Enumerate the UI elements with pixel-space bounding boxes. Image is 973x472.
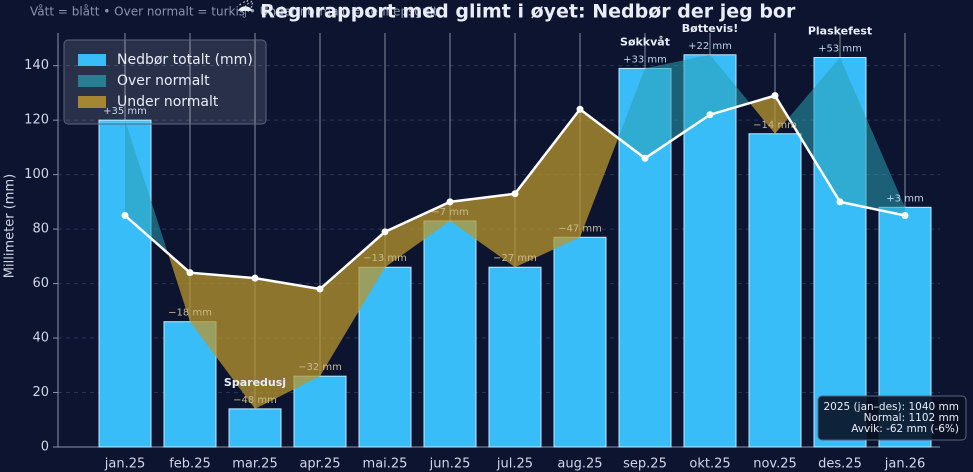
deviation-area [840,57,905,216]
x-tick-label: mai.25 [363,457,408,472]
y-tick-label: 80 [32,222,49,237]
deviation-area [450,193,515,268]
bar [228,408,282,448]
x-tick-label: jul.25 [496,457,533,472]
bar [293,375,347,448]
subtitle: Vått = blått • Over normalt = turkis • U… [30,5,438,19]
legend-label: Under normalt [117,94,219,110]
x-tick-label: des.25 [818,457,862,472]
deviation-area [710,54,750,115]
data-label: +35 mm [103,106,147,117]
data-label: −32 mm [298,362,342,373]
legend-swatch [78,96,106,108]
data-label: −48 mm [233,395,277,406]
normal-point [251,274,259,282]
deviation-area [618,68,645,159]
x-tick-label: aug.25 [557,457,602,472]
y-tick-label: 40 [32,331,49,346]
deviation-area [775,95,789,134]
y-tick-label: 60 [32,276,49,291]
y-tick-label: 0 [41,440,49,455]
data-label: −7 mm [431,207,468,218]
summary-box [817,395,967,441]
x-tick-label: jun.25 [429,457,471,472]
chart-title: ☔ Regnrapport med glimt i øyet: Nedbør d… [237,0,796,23]
x-tick-label: mar.25 [232,457,277,472]
y-tick-label: 120 [24,113,49,128]
bar [748,133,802,448]
deviation-area [255,278,320,409]
legend-label: Over normalt [117,73,210,89]
x-tick-label: jan.26 [884,457,926,472]
data-label: −27 mm [493,253,537,264]
annotation: Plaskefest [808,25,872,38]
normal-point [121,211,129,219]
deviation-area [749,95,775,134]
y-tick-label: 100 [24,167,49,182]
normal-point [381,228,389,236]
data-label: −13 mm [363,253,407,264]
normal-point [186,269,194,277]
x-tick-label: apr.25 [299,457,340,472]
annotation: Bøttevis! [682,22,738,35]
deviation-area [190,272,255,409]
y-tick-label: 140 [24,58,49,73]
x-tick-label: nov.25 [753,457,797,472]
legend-label: Nedbør totalt (mm) [117,52,253,68]
data-label: +3 mm [886,193,923,204]
normal-point [706,111,714,119]
bar [358,266,412,448]
summary-line: 2025 (jan–des): 1040 mm [824,401,960,413]
normal-point [316,285,324,293]
deviation-area [320,231,385,377]
normal-point [901,211,909,219]
data-label: −18 mm [168,308,212,319]
bar [423,220,477,448]
data-label: −14 mm [753,120,797,131]
annotation: Sparedusj [224,376,286,389]
data-label: +53 mm [818,44,862,55]
bar [488,266,542,448]
normal-point [771,92,779,100]
summary-line: Avvik: -62 mm (-6%) [851,423,959,435]
x-tick-label: sep.25 [623,457,667,472]
annotation: Søkkvåt [620,35,670,48]
normal-point [511,190,519,198]
y-tick-label: 20 [32,385,49,400]
summary-line: Normal: 1102 mm [864,412,959,424]
deviation-area [580,109,619,238]
data-label: −47 mm [558,223,602,234]
normal-point [576,105,584,113]
bar [553,236,607,448]
x-tick-label: feb.25 [169,457,211,472]
deviation-area [125,120,168,254]
x-tick-label: okt.25 [689,457,730,472]
normal-point [446,198,454,206]
normal-point [836,198,844,206]
legend-swatch [78,75,106,87]
data-label: +22 mm [688,41,732,52]
deviation-area [385,201,450,268]
deviation-area [788,57,840,202]
deviation-area [167,253,190,322]
legend-box [63,39,267,125]
data-label: +33 mm [623,54,667,65]
normal-point [641,154,649,162]
y-axis-label: Millimeter (mm) [3,174,18,278]
legend-swatch [78,54,106,66]
x-tick-label: jan.25 [104,457,146,472]
deviation-area [645,54,710,159]
deviation-area [515,109,580,268]
